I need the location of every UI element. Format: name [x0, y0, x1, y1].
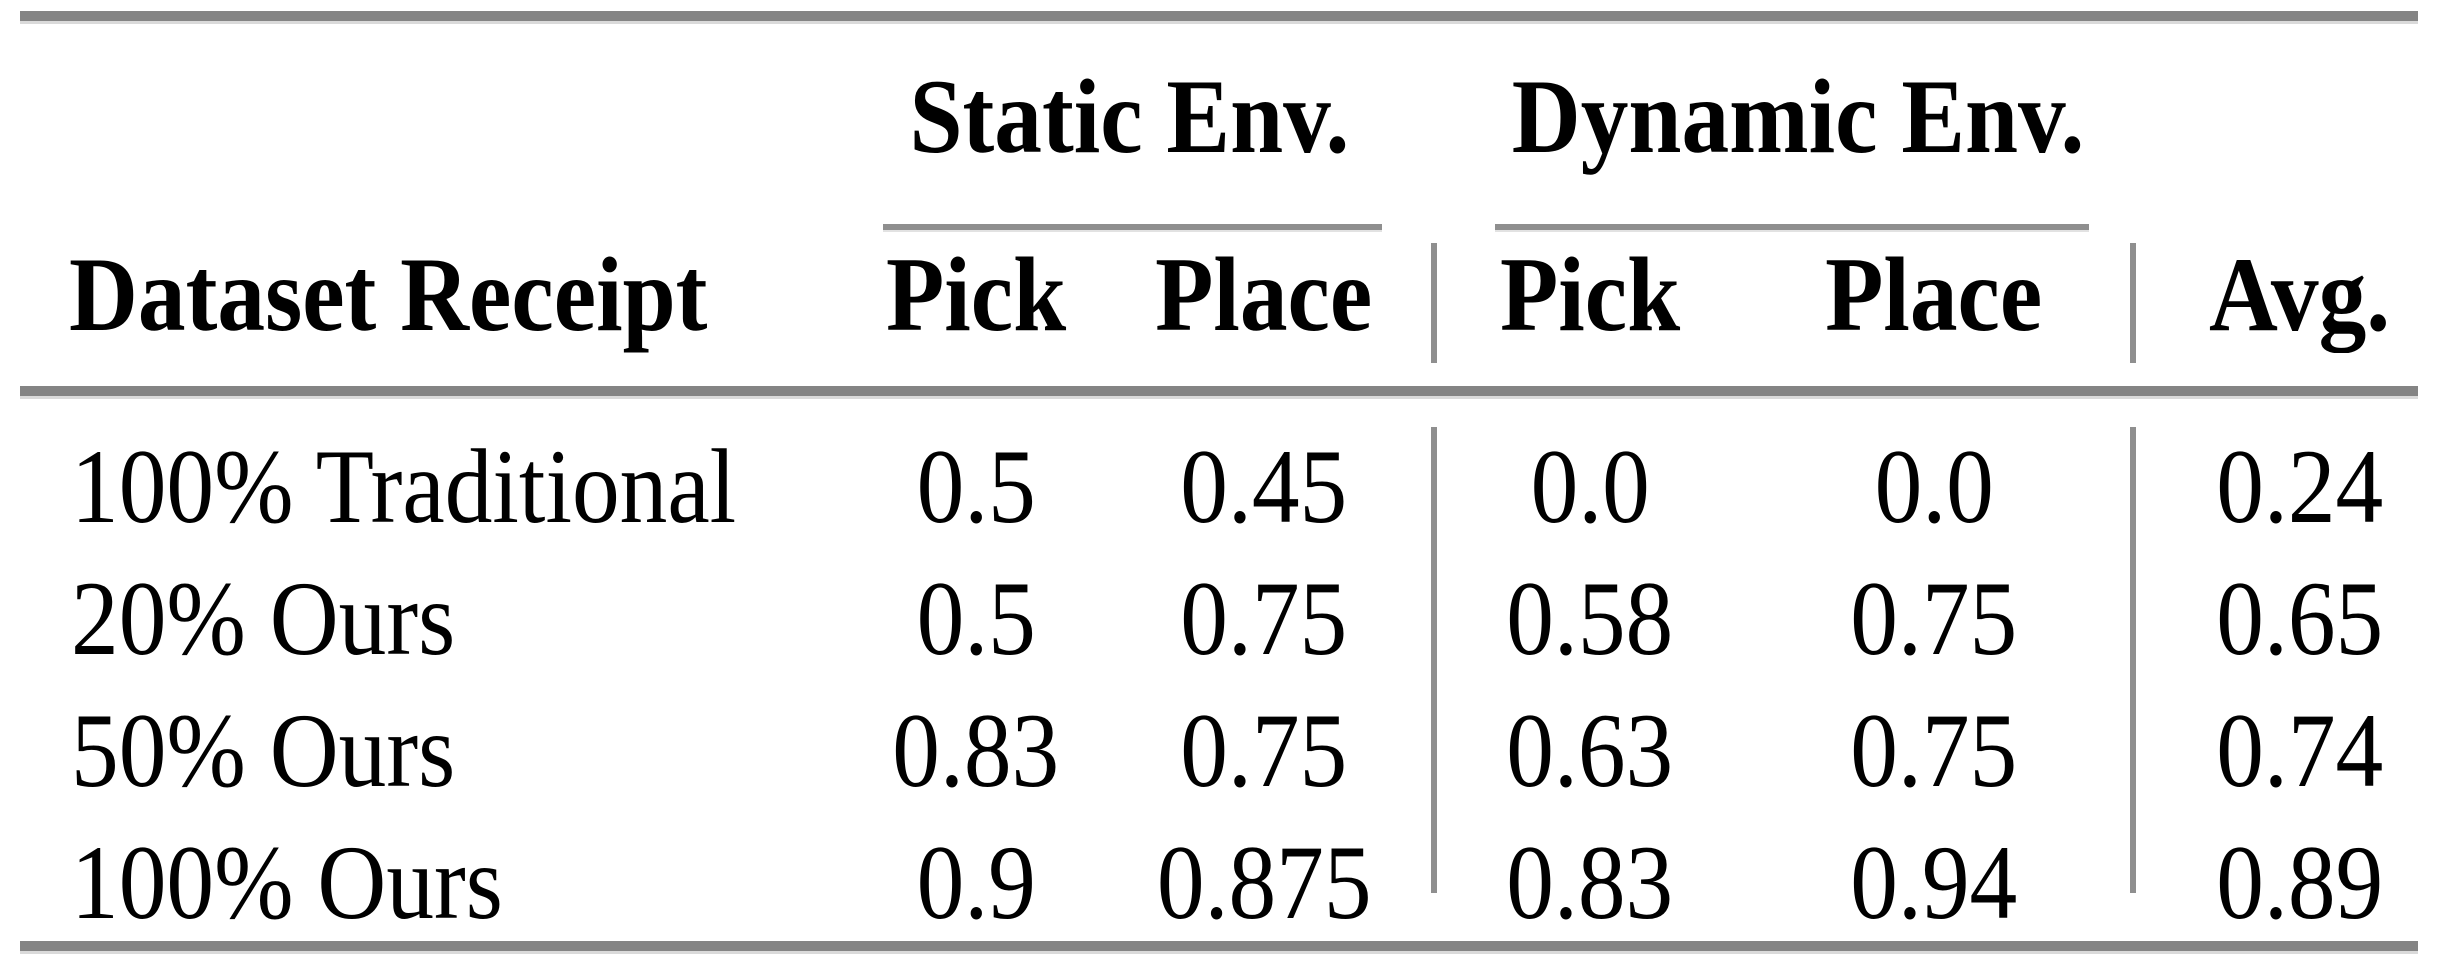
row-2-dynamic-place: 0.75	[1850, 560, 2018, 677]
column-group-dynamic: Dynamic Env.	[1511, 58, 2085, 175]
row-4-dynamic-place: 0.94	[1850, 824, 2018, 941]
col-header-avg: Avg.	[2209, 236, 2391, 353]
col-header-dataset-receipt: Dataset Receipt	[69, 236, 708, 353]
row-1-dynamic-pick: 0.0	[1530, 428, 1650, 545]
row-4-avg: 0.89	[2216, 824, 2384, 941]
row-3-avg: 0.74	[2216, 692, 2384, 809]
col-header-static-pick: Pick	[885, 236, 1067, 353]
row-3-label: 50% Ours	[71, 692, 456, 809]
row-1-static-place: 0.45	[1180, 428, 1348, 545]
row-4-static-place: 0.875	[1156, 824, 1372, 941]
row-4-label: 100% Ours	[71, 824, 503, 941]
static-group-underline	[883, 224, 1382, 232]
row-3-static-place: 0.75	[1180, 692, 1348, 809]
column-group-static: Static Env.	[909, 58, 1349, 175]
row-4-dynamic-pick: 0.83	[1506, 824, 1674, 941]
row-1-avg: 0.24	[2216, 428, 2384, 545]
row-2-label: 20% Ours	[71, 560, 456, 677]
dynamic-group-underline	[1495, 224, 2089, 232]
top-rule	[20, 11, 2418, 24]
col-header-static-place: Place	[1155, 236, 1373, 353]
row-1-static-pick: 0.5	[916, 428, 1036, 545]
vertical-rule-1-body	[1431, 427, 1437, 893]
row-3-dynamic-place: 0.75	[1850, 692, 2018, 809]
vertical-rule-1-header	[1431, 243, 1437, 363]
row-4-static-pick: 0.9	[916, 824, 1036, 941]
row-2-avg: 0.65	[2216, 560, 2384, 677]
row-3-dynamic-pick: 0.63	[1506, 692, 1674, 809]
row-2-dynamic-pick: 0.58	[1506, 560, 1674, 677]
row-1-label: 100% Traditional	[71, 428, 737, 545]
row-2-static-pick: 0.5	[916, 560, 1036, 677]
row-3-static-pick: 0.83	[892, 692, 1060, 809]
row-2-static-place: 0.75	[1180, 560, 1348, 677]
row-1-dynamic-place: 0.0	[1874, 428, 1994, 545]
vertical-rule-2-body	[2130, 427, 2136, 893]
col-header-dynamic-place: Place	[1825, 236, 2043, 353]
mid-rule	[20, 386, 2418, 399]
col-header-dynamic-pick: Pick	[1499, 236, 1681, 353]
vertical-rule-2-header	[2130, 243, 2136, 363]
bottom-rule	[20, 941, 2418, 954]
